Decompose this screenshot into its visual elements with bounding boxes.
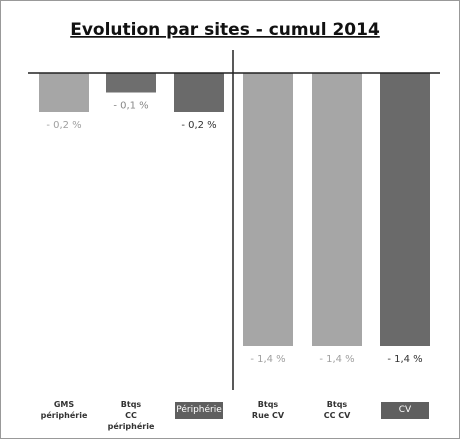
value-label: - 1,4 % (319, 354, 354, 365)
bar (380, 73, 430, 346)
value-label: - 1,4 % (387, 354, 422, 365)
x-tick-label: CV (381, 402, 429, 419)
value-label: - 0,2 % (181, 120, 216, 131)
bar (174, 73, 224, 112)
x-tick-label: GMS périphérie (40, 400, 88, 420)
bar (243, 73, 293, 346)
x-tick-label: Btqs Rue CV (251, 400, 285, 420)
chart-title: Evolution par sites - cumul 2014 (70, 20, 380, 40)
bar (312, 73, 362, 346)
bar (39, 73, 89, 112)
bar (106, 73, 156, 93)
x-tick-label: Btqs CC CV (323, 400, 351, 420)
x-tick-label: Périphérie (175, 402, 223, 419)
x-tick-label: Btqs CC périphérie (107, 400, 155, 431)
value-label: - 0,2 % (46, 120, 81, 131)
value-label: - 1,4 % (250, 354, 285, 365)
value-label: - 0,1 % (113, 101, 148, 112)
